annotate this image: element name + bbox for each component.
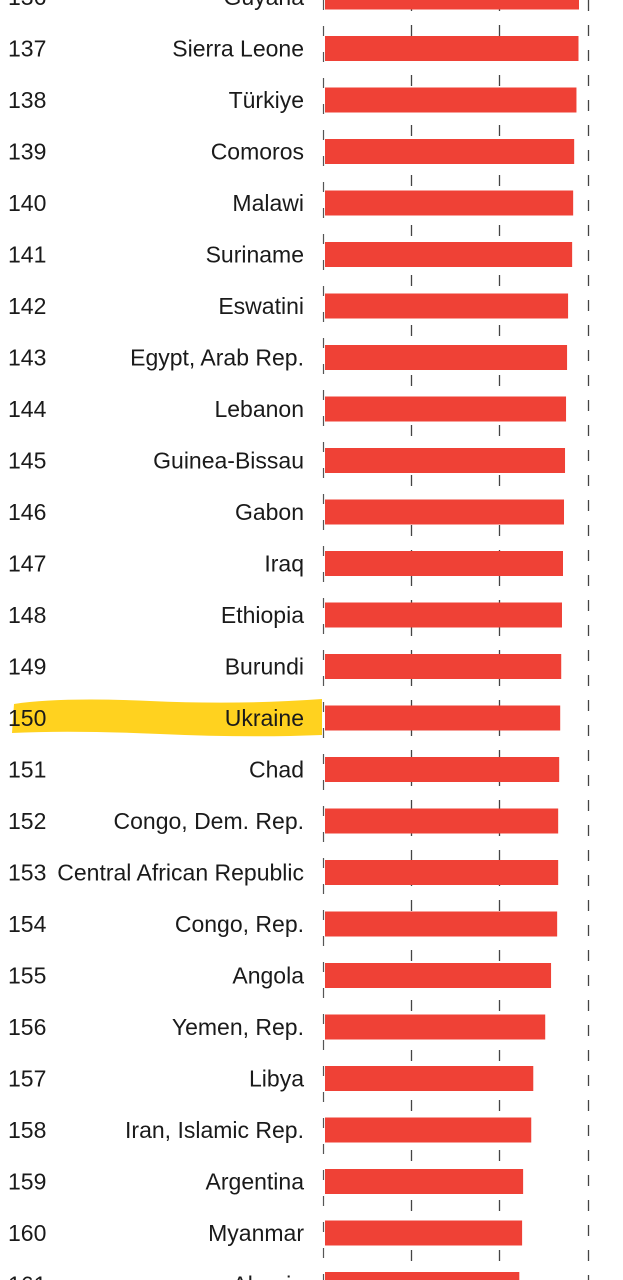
bars	[325, 0, 579, 1280]
country-label: Congo, Dem. Rep.	[114, 808, 304, 834]
rank-label: 149	[8, 654, 46, 680]
rank-label: 142	[8, 293, 46, 319]
rank-label: 145	[8, 448, 46, 474]
rank-label: 136	[8, 0, 46, 10]
country-label: Lebanon	[214, 396, 304, 422]
country-label: Iraq	[264, 551, 304, 577]
bar-150	[325, 705, 561, 731]
rank-label: 157	[8, 1066, 46, 1092]
bar-157	[325, 1066, 534, 1091]
bar-148	[325, 602, 562, 628]
rank-label: 150	[8, 705, 46, 731]
country-label: Guinea-Bissau	[153, 448, 304, 474]
country-label: Libya	[249, 1066, 304, 1092]
rank-label: 139	[8, 139, 46, 165]
country-label: Türkiye	[229, 87, 304, 113]
bar-154	[325, 911, 558, 937]
bar-155	[325, 963, 552, 988]
rank-label: 140	[8, 190, 46, 216]
bar-139	[325, 139, 575, 164]
bar-143	[325, 345, 568, 370]
bar-153	[325, 860, 559, 885]
bar-149	[325, 654, 562, 679]
bar-138	[325, 87, 577, 113]
country-label: Argentina	[206, 1169, 305, 1195]
country-label: Guyana	[223, 0, 304, 10]
bar-142	[325, 293, 569, 319]
bar-152	[325, 808, 559, 834]
country-label: Myanmar	[208, 1220, 304, 1246]
rank-label: 159	[8, 1169, 46, 1195]
country-label: Angola	[232, 963, 304, 989]
country-label: Ethiopia	[221, 602, 304, 628]
bar-151	[325, 757, 560, 782]
rank-label: 148	[8, 602, 46, 628]
country-label: Congo, Rep.	[175, 911, 304, 937]
country-label: Sierra Leone	[172, 36, 304, 62]
country-label: Iran, Islamic Rep.	[125, 1117, 304, 1143]
bar-144	[325, 396, 567, 422]
row-labels: 136 Guyana 137 Sierra Leone 138 Türkiye 139 Com…	[8, 0, 304, 1280]
bar-141	[325, 242, 573, 267]
bar-136	[325, 0, 579, 10]
bar-160	[325, 1220, 523, 1246]
country-label: Ukraine	[225, 705, 304, 731]
bar-158	[325, 1117, 532, 1143]
bar-147	[325, 551, 563, 576]
highlight-layer	[12, 699, 322, 737]
bar-137	[325, 36, 579, 61]
rank-label: 138	[8, 87, 46, 113]
bar-159	[325, 1169, 524, 1194]
country-label: Malawi	[232, 190, 304, 216]
country-label: Gabon	[235, 499, 304, 525]
country-label: Yemen, Rep.	[172, 1014, 304, 1040]
highlight-ukraine	[12, 699, 322, 737]
rank-label: 144	[8, 396, 47, 422]
country-label: Eswatini	[218, 293, 304, 319]
bar-156	[325, 1014, 546, 1040]
rank-label: 152	[8, 808, 46, 834]
country-label: Suriname	[206, 242, 304, 268]
rank-label: 161	[8, 1272, 46, 1280]
bar-161	[325, 1272, 520, 1280]
rank-label: 153	[8, 860, 46, 886]
country-label: Burundi	[225, 654, 304, 680]
bar-145	[325, 448, 566, 473]
rank-label: 151	[8, 757, 46, 783]
rank-label: 156	[8, 1014, 46, 1040]
rank-label: 143	[8, 345, 46, 371]
rank-label: 147	[8, 551, 46, 577]
country-label: Chad	[249, 757, 304, 783]
bar-140	[325, 190, 574, 216]
country-label: Comoros	[211, 139, 304, 165]
rank-label: 158	[8, 1117, 46, 1143]
country-label: Central African Republic	[57, 860, 304, 886]
rank-label: 137	[8, 36, 46, 62]
country-label: Egypt, Arab Rep.	[130, 345, 304, 371]
rank-label: 154	[8, 911, 47, 937]
rank-label: 160	[8, 1220, 46, 1246]
country-label: Algeria	[232, 1272, 304, 1280]
rank-label: 146	[8, 499, 46, 525]
rank-label: 141	[8, 242, 46, 268]
bar-146	[325, 499, 565, 525]
rank-label: 155	[8, 963, 46, 989]
